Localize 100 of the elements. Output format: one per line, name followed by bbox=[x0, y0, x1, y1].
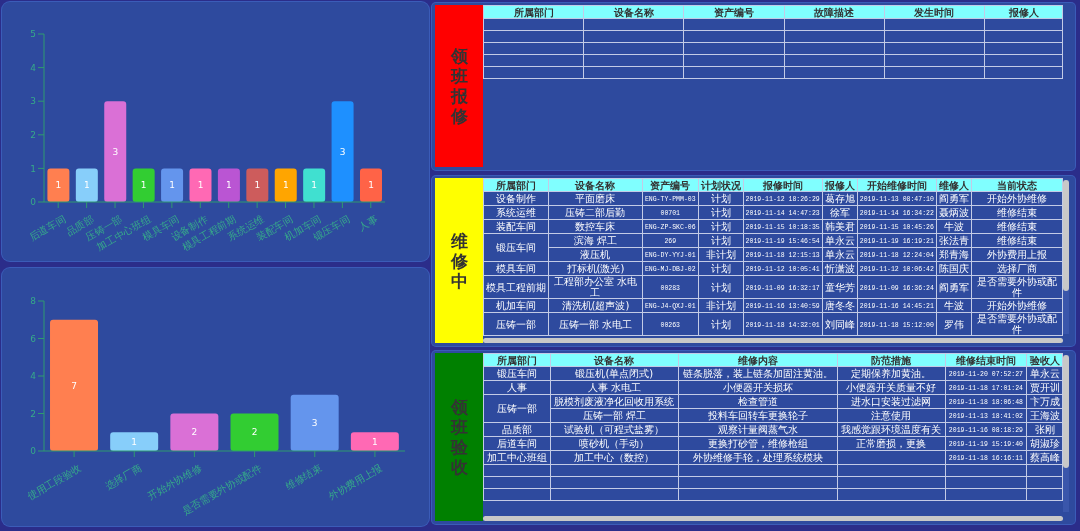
x-tick-label: 选择厂商 bbox=[103, 462, 144, 492]
text: 进水口安装过滤网 bbox=[851, 396, 932, 407]
text: 计划 bbox=[710, 221, 731, 232]
side-tab: 领班验收 bbox=[435, 353, 483, 521]
text: 非计划 bbox=[705, 300, 736, 311]
category-label: 故障描述 bbox=[814, 6, 855, 18]
data-label: 1 bbox=[140, 180, 147, 191]
text: 计划 bbox=[710, 207, 731, 218]
text: 贾开训 bbox=[1029, 382, 1060, 393]
data-label: 1 bbox=[197, 180, 204, 191]
data-label: 1 bbox=[282, 180, 289, 191]
category-label: 报修时间 bbox=[762, 179, 803, 191]
text: 罗伟 bbox=[943, 318, 964, 330]
category-label: 开始维修时间 bbox=[866, 179, 927, 191]
y-tick-label: 1 bbox=[30, 163, 36, 174]
text: 选择厂商 bbox=[996, 263, 1037, 274]
x-tick-label: 使用工段验收 bbox=[25, 462, 84, 502]
data-label: 2 bbox=[251, 427, 258, 438]
text: 计划 bbox=[710, 281, 731, 293]
text: 平面磨床 bbox=[575, 193, 616, 204]
text: 机加车间 bbox=[496, 300, 536, 311]
text: 脱模剂废液净化回收用系统 bbox=[554, 396, 675, 407]
data-label: 3 bbox=[339, 146, 346, 157]
text: 观察计量阀蒸气水 bbox=[718, 424, 799, 435]
text: 计划 bbox=[710, 318, 731, 330]
text: 正常磨损，更换 bbox=[856, 438, 927, 449]
text: 单永云 bbox=[1029, 368, 1060, 379]
category-label: 所属部门 bbox=[496, 354, 537, 366]
side-tab: 领班报修 bbox=[435, 5, 483, 167]
text: 清洗机(超声波) bbox=[561, 300, 630, 311]
category-label: 报修人 bbox=[1008, 6, 1039, 18]
text: 设备制作 bbox=[496, 193, 536, 204]
category-label: 资产编号 bbox=[714, 6, 754, 18]
text: 是否需要外协或配件 bbox=[976, 276, 1057, 298]
text: 压铸一部 焊工 bbox=[582, 410, 646, 421]
text: 童华芳 bbox=[824, 281, 855, 293]
text: 注意使用 bbox=[871, 410, 912, 421]
text: 滨海 焊工 bbox=[573, 235, 618, 246]
y-tick-label: 2 bbox=[30, 408, 36, 419]
data-label: 1 bbox=[311, 180, 318, 191]
text: 压铸二部后勤 bbox=[565, 207, 626, 218]
text: 人事 水电工 bbox=[587, 382, 641, 393]
data-label: 3 bbox=[311, 418, 318, 429]
text: 压铸一部 bbox=[496, 318, 536, 330]
text: 小便器开关质量不好 bbox=[846, 382, 937, 393]
text: 忻潇波 bbox=[824, 263, 855, 274]
text: 锻压机(单点闭式) bbox=[575, 368, 654, 379]
text: 蔡高峰 bbox=[1029, 452, 1060, 463]
text: 计划 bbox=[710, 193, 731, 204]
text: 定期保养加黄油。 bbox=[851, 368, 932, 379]
category-label: 当前状态 bbox=[996, 179, 1037, 191]
x-tick-label: 后道车间 bbox=[27, 213, 68, 243]
text: 外协维修手轮，处理系统模块 bbox=[693, 452, 824, 463]
data-label: 7 bbox=[71, 380, 77, 391]
text: 工程部办公室 水电工 bbox=[553, 276, 638, 298]
y-tick-label: 6 bbox=[30, 333, 37, 344]
text: 单永云 bbox=[824, 249, 855, 260]
text: 数控车床 bbox=[575, 221, 616, 232]
category-label: 维修内容 bbox=[738, 354, 779, 366]
bar bbox=[290, 394, 339, 451]
text: 喷砂机（手动） bbox=[579, 438, 650, 449]
data-label: 1 bbox=[131, 436, 138, 447]
text: 我感觉跟环境温度有关 bbox=[841, 424, 942, 435]
data-label: 1 bbox=[254, 180, 261, 191]
text: 牛波 bbox=[943, 221, 964, 232]
bar bbox=[50, 319, 99, 451]
text: 徐军 bbox=[829, 207, 850, 218]
text: 计划 bbox=[710, 263, 731, 274]
text: 胡淑珍 bbox=[1029, 438, 1060, 449]
category-label: 资产编号 bbox=[650, 179, 691, 191]
text: 陈国庆 bbox=[938, 263, 969, 274]
text: 后道车间 bbox=[496, 438, 537, 449]
text: 打标机(激光) bbox=[566, 263, 625, 274]
x-tick-label: 外协费用上报 bbox=[326, 462, 384, 502]
category-label: 设备名称 bbox=[613, 6, 654, 18]
text: 锻压车间 bbox=[496, 368, 537, 379]
category-label: 防范措施 bbox=[871, 354, 912, 366]
y-tick-label: 0 bbox=[30, 197, 37, 208]
text: 聂炳波 bbox=[938, 207, 969, 218]
text: 投料车回转车更换轮子 bbox=[708, 410, 809, 421]
text: 模具工程前期 bbox=[486, 281, 546, 293]
y-tick-label: 4 bbox=[30, 62, 37, 73]
data-label: 2 bbox=[191, 427, 198, 438]
text: 品质部 bbox=[501, 424, 532, 435]
text: 加工中心（数控） bbox=[574, 452, 655, 463]
y-tick-label: 2 bbox=[30, 130, 36, 140]
y-tick-label: 8 bbox=[30, 296, 37, 307]
text: 检查管道 bbox=[738, 396, 779, 407]
text: 韩美君 bbox=[824, 221, 855, 232]
data-label: 3 bbox=[112, 146, 119, 157]
category-label: 报修人 bbox=[824, 179, 855, 191]
category-label: 发生时间 bbox=[914, 6, 955, 18]
category-label: 设备名称 bbox=[575, 179, 616, 191]
y-tick-label: 0 bbox=[30, 446, 37, 457]
text: 链条脱落，装上链条加固注黄油。 bbox=[683, 368, 834, 379]
text: 张刚 bbox=[1034, 424, 1055, 435]
text: 郑青海 bbox=[938, 249, 969, 260]
data-label: 1 bbox=[368, 180, 374, 191]
text: 液压机 bbox=[580, 249, 611, 260]
text: 卞万成 bbox=[1029, 396, 1060, 407]
